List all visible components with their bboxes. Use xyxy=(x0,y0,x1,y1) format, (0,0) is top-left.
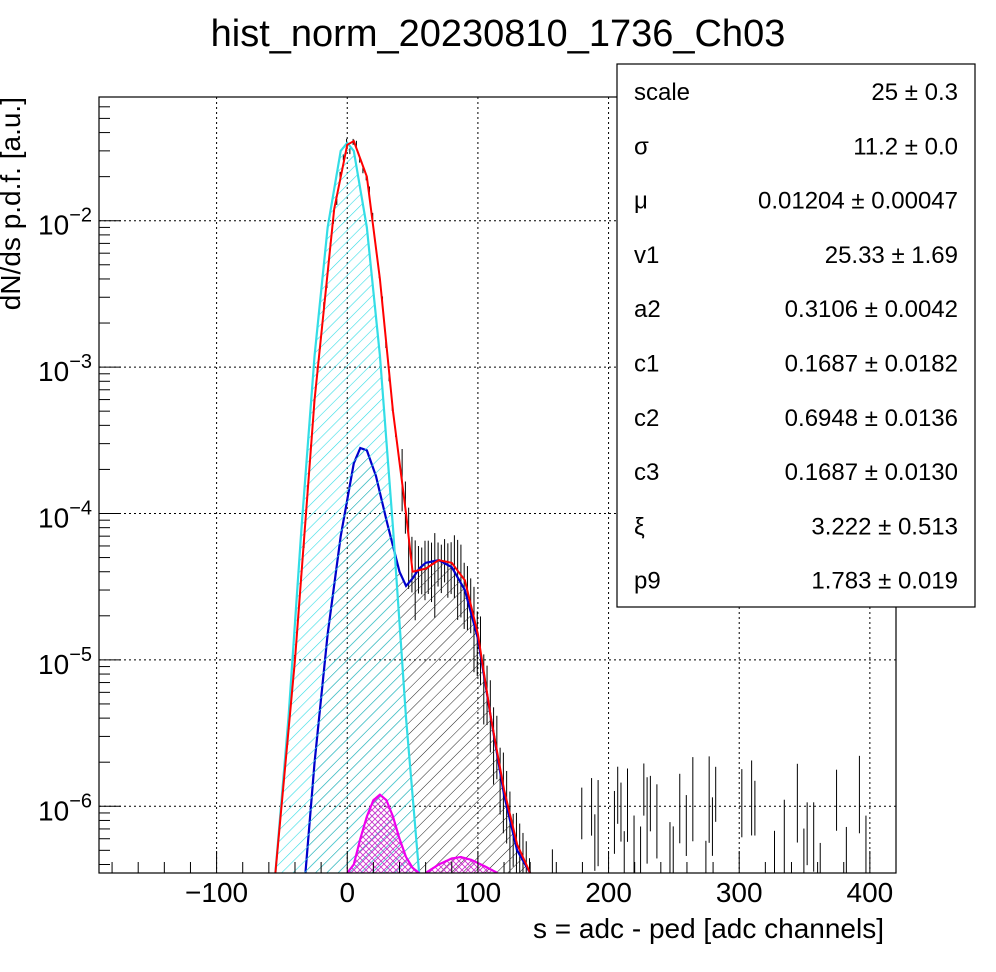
y-axis: 10−6 10−5 10−4 10−3 10−2 xyxy=(38,96,121,866)
stats-param-value-4: 0.3106 ± 0.0042 xyxy=(785,296,958,323)
x-tick-label-1: 0 xyxy=(339,877,355,908)
stats-param-name-9: p9 xyxy=(634,568,661,595)
pedestal-curve-0 xyxy=(274,141,421,873)
stats-param-value-9: 1.783 ± 0.019 xyxy=(811,568,958,595)
pe-component-curve-1 xyxy=(425,855,499,873)
x-tick-label-0: −100 xyxy=(185,877,248,908)
y-tick-label-2: 10−4 xyxy=(38,497,92,533)
y-tick-label-4: 10−2 xyxy=(38,205,92,241)
x-tick-label-4: 300 xyxy=(716,877,763,908)
fit-curves xyxy=(274,139,532,873)
y-axis-label: dN/ds p.d.f. [a.u.] xyxy=(0,97,26,310)
y-tick-label-1: 10−5 xyxy=(38,644,92,680)
stats-param-name-3: v1 xyxy=(634,242,659,269)
stats-param-name-7: c3 xyxy=(634,459,659,486)
stats-param-name-0: scale xyxy=(634,79,690,106)
stats-param-value-7: 0.1687 ± 0.0130 xyxy=(785,459,958,486)
x-axis-label: s = adc - ped [adc channels] xyxy=(533,913,884,944)
fit-parameters-box: scale 25 ± 0.3 σ 11.2 ± 0.0 μ 0.01204 ± 0.000… xyxy=(616,63,976,608)
pe-component-fill-0 xyxy=(347,794,420,873)
y-tick-label-3: 10−3 xyxy=(38,351,92,387)
stats-param-value-1: 11.2 ± 0.0 xyxy=(853,133,958,160)
x-axis: −100 0 100 200 300 400 xyxy=(111,851,897,908)
x-tick-label-3: 200 xyxy=(585,877,632,908)
total-fit-curve-0 xyxy=(274,139,532,873)
pedestal-fill-0 xyxy=(275,142,420,873)
stats-param-name-5: c1 xyxy=(634,351,659,378)
stats-param-value-2: 0.01204 ± 0.00047 xyxy=(758,188,958,215)
x-tick-label-5: 400 xyxy=(847,877,894,908)
pe-component-curve-0 xyxy=(346,793,420,873)
stats-param-value-6: 0.6948 ± 0.0136 xyxy=(785,405,958,432)
stats-param-name-4: a2 xyxy=(634,296,661,323)
y-tick-label-0: 10−6 xyxy=(38,790,92,826)
x-tick-label-2: 100 xyxy=(455,877,502,908)
stats-param-value-3: 25.33 ± 1.69 xyxy=(825,242,958,269)
stats-box-frame xyxy=(616,63,976,608)
stats-param-name-1: σ xyxy=(634,133,649,160)
stats-param-value-0: 25 ± 0.3 xyxy=(871,79,958,106)
pe-component-fill-1 xyxy=(425,857,498,873)
chart-title: hist_norm_20230810_1736_Ch03 xyxy=(211,13,786,55)
stats-param-name-2: μ xyxy=(634,188,648,215)
stats-param-name-6: c2 xyxy=(634,405,659,432)
stats-param-value-8: 3.222 ± 0.513 xyxy=(811,513,958,540)
stats-param-name-8: ξ xyxy=(634,513,645,540)
stats-param-value-5: 0.1687 ± 0.0182 xyxy=(785,351,958,378)
